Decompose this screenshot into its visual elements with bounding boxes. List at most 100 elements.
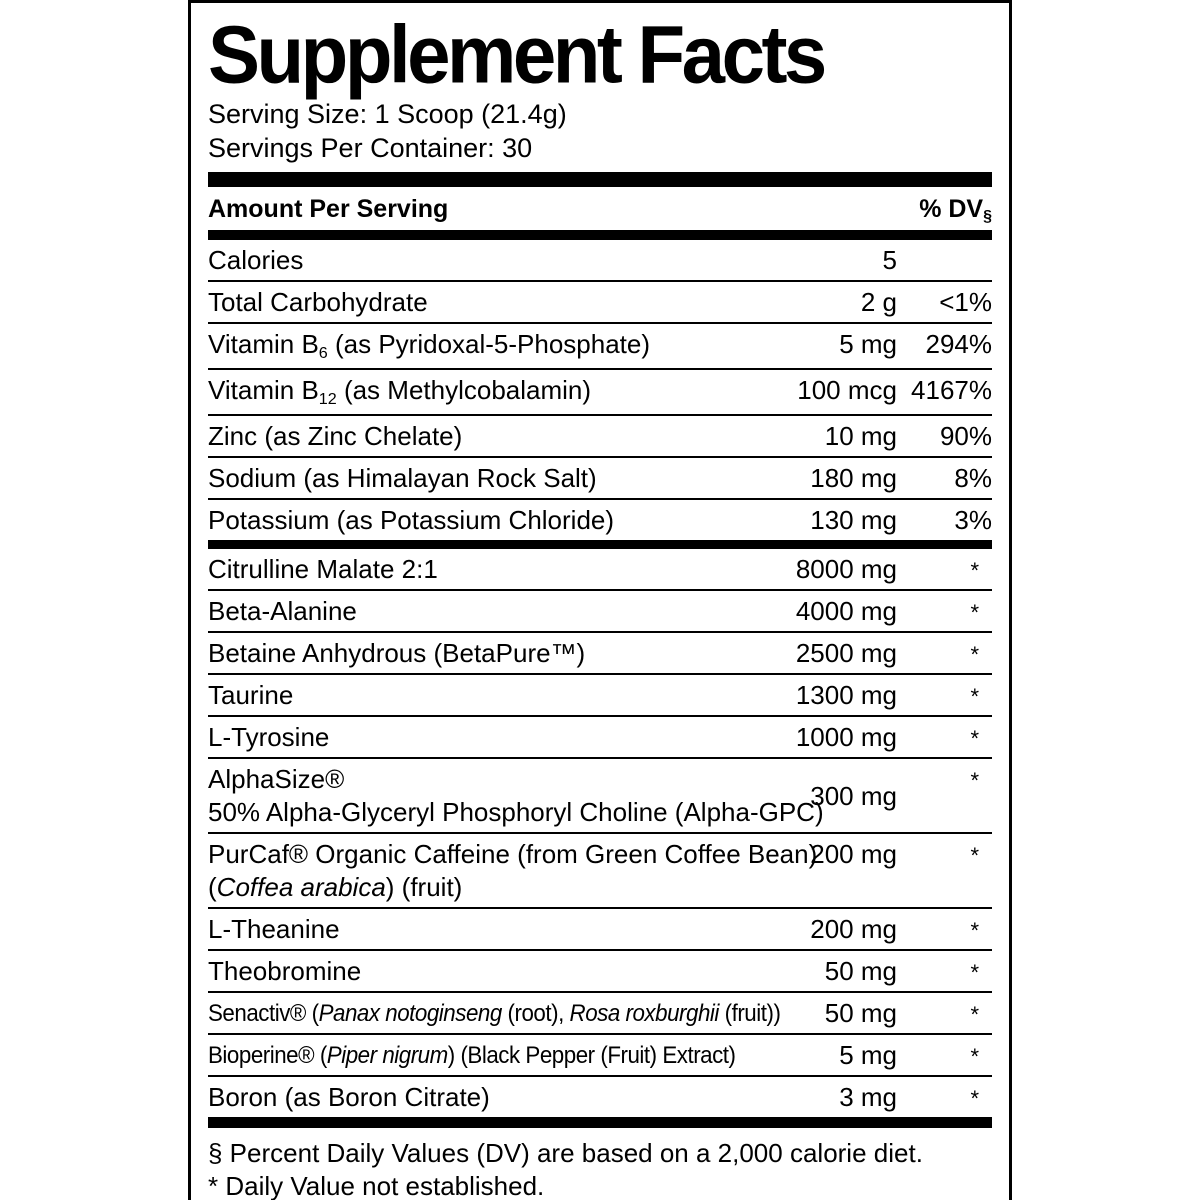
- servings-per-container-line: Servings Per Container: 30: [208, 133, 533, 163]
- amount-value: 2 g: [860, 287, 897, 317]
- daily-value: 3%: [954, 505, 992, 535]
- daily-value: *: [897, 997, 992, 1030]
- table-header-row: Amount Per Serving % DV§: [208, 187, 992, 230]
- table-row: Calories 5: [208, 240, 992, 282]
- table-row: L-Tyrosine 1000 mg *: [208, 717, 992, 759]
- amount-value: 2500 mg: [795, 638, 897, 668]
- table-row: Total Carbohydrate 2 g <1%: [208, 282, 992, 324]
- ingredient-name: Senactiv® (Panax notoginseng (root), Ros…: [208, 1000, 781, 1027]
- ingredient-name: Vitamin B6 (as Pyridoxal-5-Phosphate): [208, 329, 651, 362]
- amount-value: 4000 mg: [795, 596, 897, 626]
- no-dv-asterisk: *: [970, 918, 979, 943]
- amount-value: 200 mg: [810, 839, 897, 869]
- nutrient-rows-section: Calories 5 Total Carbohydrate 2 g <1% Vitamin…: [208, 240, 992, 540]
- amount-value: 50 mg: [824, 998, 897, 1028]
- daily-value: *: [897, 595, 992, 628]
- ingredient-name: Beta-Alanine: [208, 596, 357, 626]
- ingredient-name: PurCaf® Organic Caffeine (from Green Cof…: [208, 839, 818, 902]
- amount-value: 50 mg: [824, 956, 897, 986]
- ingredient-name: Boron (as Boron Citrate): [208, 1082, 490, 1112]
- ingredient-name: Sodium (as Himalayan Rock Salt): [208, 463, 597, 493]
- table-row: Boron (as Boron Citrate) 3 mg *: [208, 1077, 992, 1117]
- daily-value: 294%: [925, 329, 993, 359]
- ingredient-name: AlphaSize® 50% Alpha-Glyceryl Phosphoryl …: [208, 764, 824, 827]
- amount-value: 5 mg: [839, 329, 897, 359]
- daily-value: *: [897, 1039, 992, 1072]
- amount-value: 5: [882, 245, 897, 275]
- amount-value: 10 mg: [824, 421, 897, 451]
- ingredient-name: Zinc (as Zinc Chelate): [208, 421, 463, 451]
- supplement-facts-panel: Supplement Facts Serving Size: 1 Scoop (…: [188, 0, 1012, 1200]
- amount-value: 3 mg: [839, 1082, 897, 1112]
- table-row: Bioperine® (Piper nigrum) (Black Pepper …: [208, 1035, 992, 1077]
- ingredient-name: Calories: [208, 245, 304, 275]
- table-row: L-Theanine 200 mg *: [208, 909, 992, 951]
- amount-value: 1000 mg: [795, 722, 897, 752]
- amount-value: 300 mg: [810, 780, 897, 811]
- ingredient-name: Total Carbohydrate: [208, 287, 428, 317]
- ingredient-name: L-Theanine: [208, 914, 340, 944]
- no-dv-asterisk: *: [970, 843, 979, 868]
- daily-value: *: [897, 913, 992, 946]
- percent-dv-header: % DV§: [919, 195, 992, 225]
- nd-footnote: * Daily Value not established.: [208, 1171, 545, 1200]
- no-dv-asterisk: *: [970, 600, 979, 625]
- table-row: Sodium (as Himalayan Rock Salt) 180 mg 8%: [208, 458, 992, 500]
- no-dv-asterisk: *: [970, 960, 979, 985]
- amount-value: 5 mg: [839, 1040, 897, 1070]
- ingredient-subline: 50% Alpha-Glyceryl Phosphoryl Choline (A…: [208, 797, 824, 827]
- ingredient-subline: (Coffea arabica) (fruit): [208, 872, 463, 902]
- ingredient-name: Taurine: [208, 680, 294, 710]
- footnotes: § Percent Daily Values (DV) are based on…: [208, 1128, 992, 1200]
- daily-value: *: [897, 1081, 992, 1114]
- no-dv-asterisk: *: [970, 726, 979, 751]
- thick-divider-top: [208, 172, 992, 187]
- daily-value: 4167%: [911, 375, 992, 405]
- table-row: Betaine Anhydrous (BetaPure™) 2500 mg *: [208, 633, 992, 675]
- daily-value: *: [897, 721, 992, 754]
- dv-footnote: § Percent Daily Values (DV) are based on…: [208, 1138, 923, 1168]
- table-row: Vitamin B12 (as Methylcobalamin) 100 mcg 4…: [208, 370, 992, 416]
- amount-value: 100 mcg: [797, 375, 897, 405]
- daily-value: *: [897, 637, 992, 670]
- table-row: AlphaSize® 50% Alpha-Glyceryl Phosphoryl …: [208, 759, 992, 834]
- ingredient-rows-section: Citrulline Malate 2:1 8000 mg * Beta-Alanin…: [208, 549, 992, 1117]
- amount-value: 180 mg: [810, 463, 897, 493]
- daily-value: <1%: [939, 287, 992, 317]
- thick-divider-bottom: [208, 1117, 992, 1128]
- table-row: Zinc (as Zinc Chelate) 10 mg 90%: [208, 416, 992, 458]
- supplement-facts-title: Supplement Facts: [208, 7, 827, 101]
- table-row: Potassium (as Potassium Chloride) 130 mg 3…: [208, 500, 992, 540]
- daily-value: *: [897, 955, 992, 988]
- table-row: PurCaf® Organic Caffeine (from Green Cof…: [208, 834, 992, 909]
- table-row: Vitamin B6 (as Pyridoxal-5-Phosphate) 5 m…: [208, 324, 992, 370]
- ingredient-name: Bioperine® (Piper nigrum) (Black Pepper …: [208, 1042, 736, 1069]
- no-dv-asterisk: *: [970, 1002, 979, 1027]
- no-dv-asterisk: *: [970, 558, 979, 583]
- amount-value: 1300 mg: [795, 680, 897, 710]
- daily-value: 90%: [939, 421, 992, 451]
- table-row: Theobromine 50 mg *: [208, 951, 992, 993]
- no-dv-asterisk: *: [970, 642, 979, 667]
- thick-divider-middle: [208, 540, 992, 549]
- table-row: Citrulline Malate 2:1 8000 mg *: [208, 549, 992, 591]
- no-dv-asterisk: *: [970, 1044, 979, 1069]
- ingredient-name: Citrulline Malate 2:1: [208, 554, 438, 584]
- table-row: Beta-Alanine 4000 mg *: [208, 591, 992, 633]
- no-dv-asterisk: *: [970, 1086, 979, 1111]
- amount-per-serving-header: Amount Per Serving: [208, 195, 449, 223]
- ingredient-name: Vitamin B12 (as Methylcobalamin): [208, 375, 592, 408]
- daily-value: *: [897, 763, 992, 796]
- daily-value: 8%: [954, 463, 992, 493]
- daily-value: *: [897, 679, 992, 712]
- daily-value: *: [897, 838, 992, 871]
- ingredient-name: Theobromine: [208, 956, 362, 986]
- ingredient-name: L-Tyrosine: [208, 722, 330, 752]
- no-dv-asterisk: *: [970, 684, 979, 709]
- no-dv-asterisk: *: [970, 768, 979, 793]
- ingredient-name: Betaine Anhydrous (BetaPure™): [208, 638, 586, 668]
- serving-size-line: Serving Size: 1 Scoop (21.4g): [208, 99, 567, 129]
- daily-value: *: [897, 553, 992, 586]
- amount-value: 200 mg: [810, 914, 897, 944]
